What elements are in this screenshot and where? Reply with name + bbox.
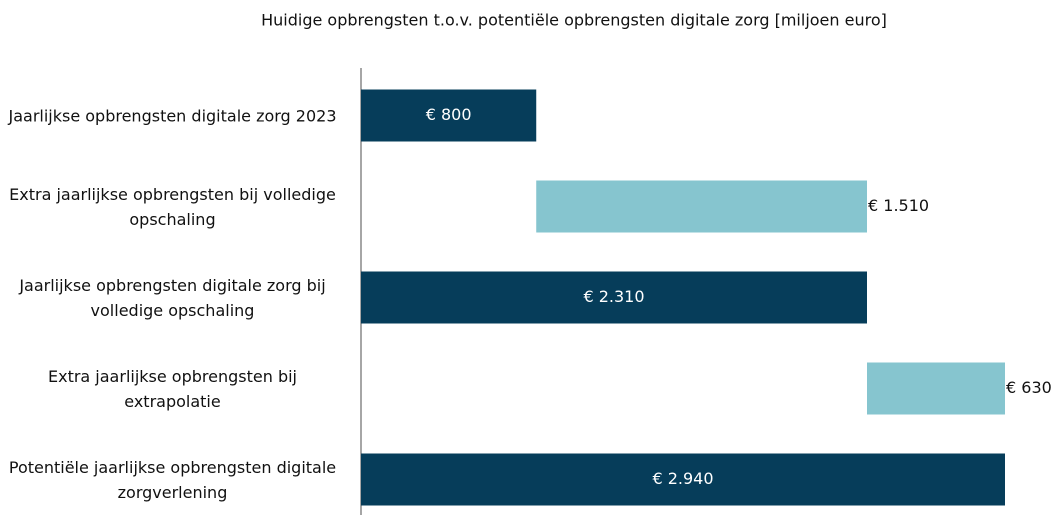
category-label: Potentiële jaarlijkse opbrengsten digita… bbox=[8, 457, 337, 502]
bar bbox=[361, 453, 1005, 506]
data-label: € 1.510 bbox=[868, 196, 929, 215]
bar bbox=[361, 89, 537, 142]
data-label: € 630 bbox=[1006, 378, 1052, 397]
data-label: € 800 bbox=[426, 105, 472, 124]
category-label: Jaarlijkse opbrengsten digitale zorg 202… bbox=[8, 106, 337, 125]
category-label: Jaarlijkse opbrengsten digitale zorg bij… bbox=[19, 275, 326, 320]
category-label: Extra jaarlijkse opbrengsten bij extrapo… bbox=[47, 366, 297, 411]
category-label: Extra jaarlijkse opbrengsten bij volledi… bbox=[9, 184, 336, 229]
chart-title: Huidige opbrengsten t.o.v. potentiële op… bbox=[261, 11, 887, 30]
bar bbox=[536, 180, 867, 233]
data-label: € 2.310 bbox=[583, 287, 644, 306]
bar bbox=[361, 271, 867, 324]
bar bbox=[867, 362, 1005, 415]
data-label: € 2.940 bbox=[652, 469, 713, 488]
